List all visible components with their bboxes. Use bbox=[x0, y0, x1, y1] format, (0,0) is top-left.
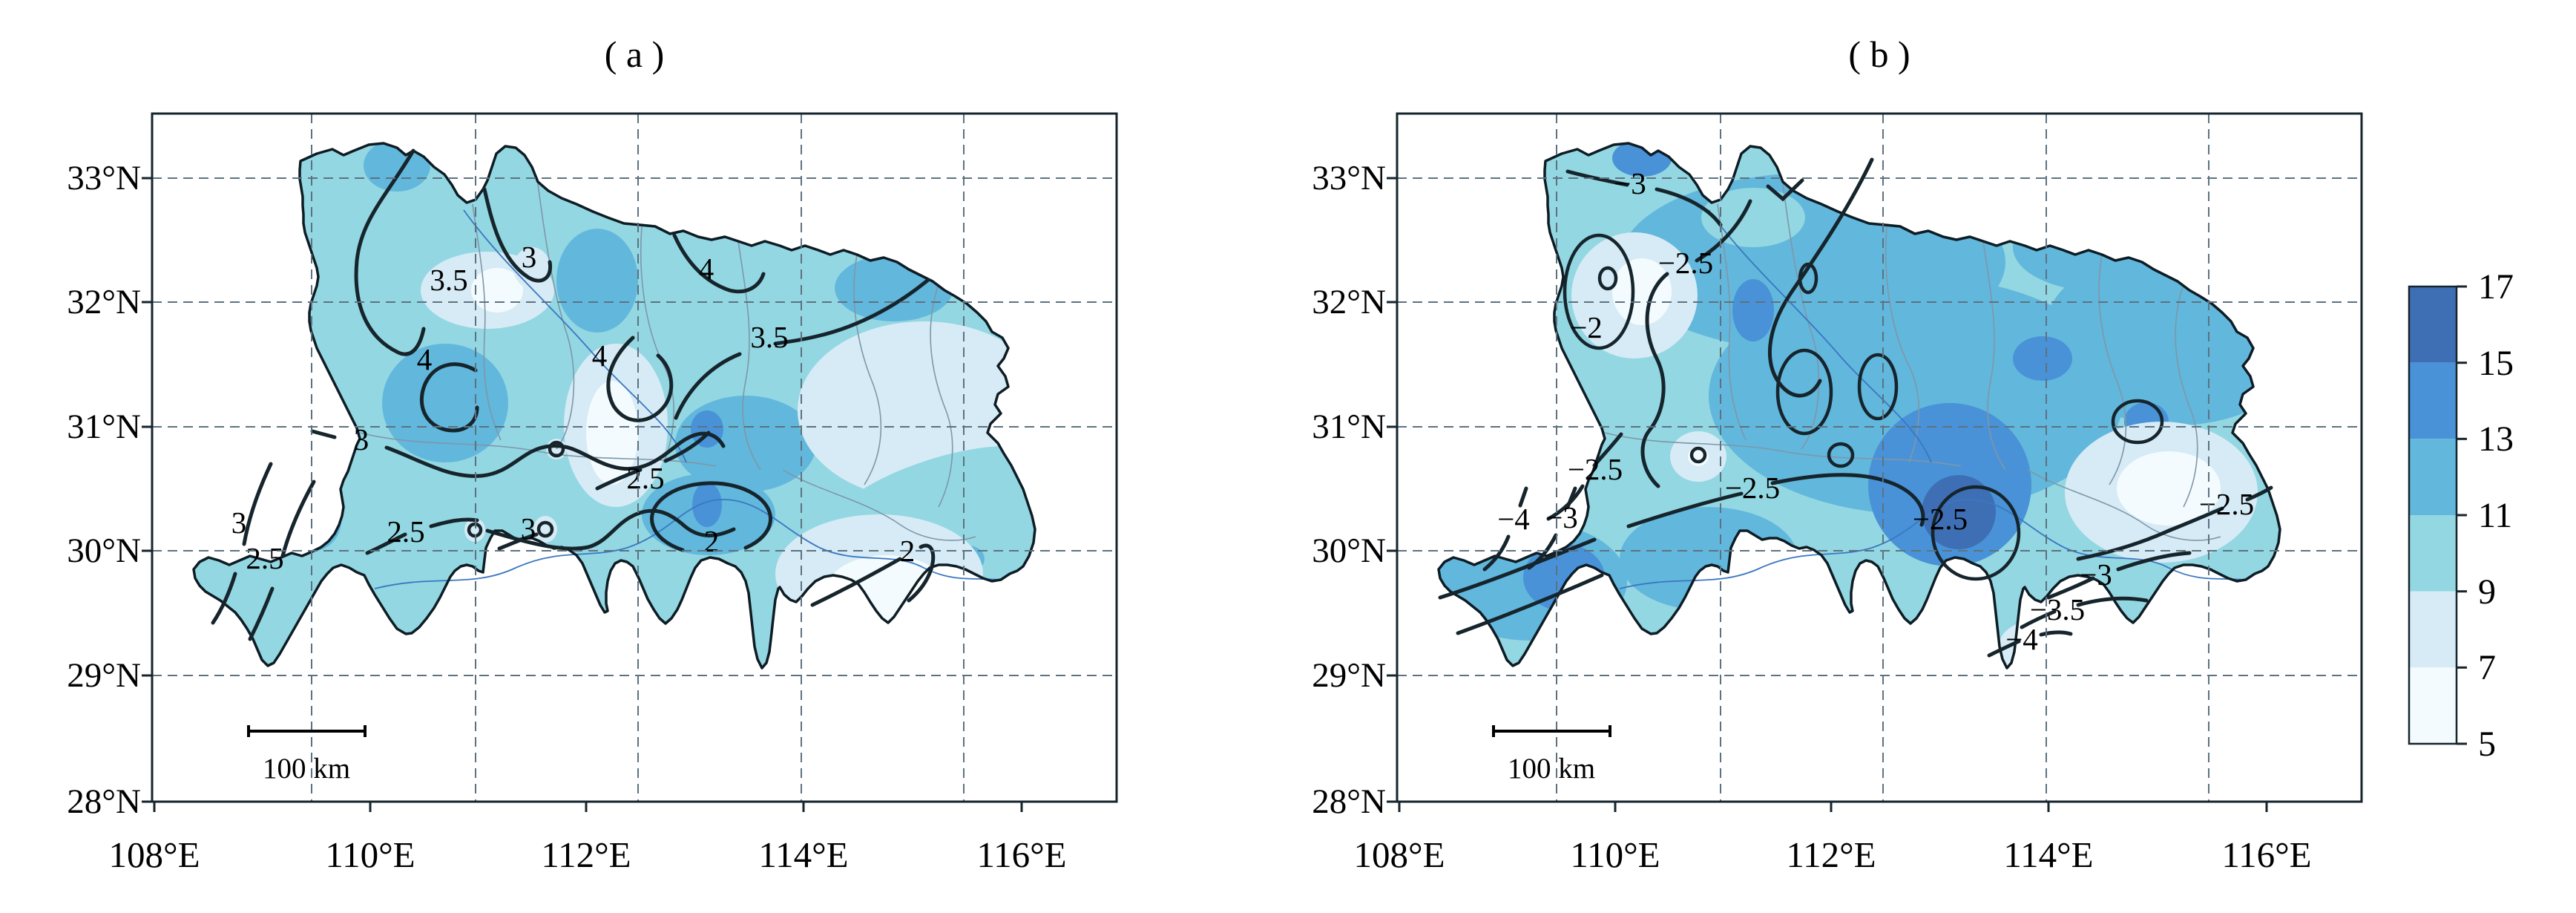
y-tick-label: 29°N bbox=[1312, 656, 1386, 695]
contour-label: 2.5 bbox=[387, 514, 424, 549]
contour-label: −2.5 bbox=[2199, 487, 2254, 521]
x-tick-label: 112°E bbox=[1786, 834, 1876, 875]
contour-label: 2.5 bbox=[626, 461, 664, 495]
y-tick-label: 31°N bbox=[1312, 408, 1386, 446]
contour-label: 3 bbox=[521, 511, 536, 546]
panel-b-ticks bbox=[1387, 177, 2268, 812]
panel-a-frame bbox=[151, 112, 1118, 803]
panel-a-contour-labels: 3.5 3 4 3.5 4 4 3 2.5 3 2.5 2.5 3 2 2 bbox=[231, 240, 916, 575]
panel-a: 3.5 3 4 3.5 4 4 3 2.5 3 2.5 2.5 3 2 2 bbox=[142, 112, 1118, 812]
panel-a-grid bbox=[152, 114, 1117, 802]
panel-b-title: ( b ) bbox=[1848, 33, 1910, 75]
colorbar-tick-label: 5 bbox=[2478, 724, 2496, 764]
contour-label: −3 bbox=[1614, 166, 1646, 200]
colorbar-tick-label: 17 bbox=[2478, 267, 2514, 307]
x-tick-label: 114°E bbox=[2003, 834, 2093, 875]
colorbar: 17 15 13 11 9 7 5 bbox=[2408, 267, 2514, 764]
y-tick-label: 32°N bbox=[67, 283, 141, 321]
panel-a-shading bbox=[194, 143, 1035, 668]
y-tick-label: 28°N bbox=[1312, 782, 1386, 821]
contour-label: −2 bbox=[1570, 310, 1603, 344]
panel-b-frame bbox=[1396, 112, 2363, 803]
contour-label: −2.5 bbox=[1568, 452, 1623, 486]
panel-b-contours bbox=[1438, 157, 2273, 658]
x-tick-label: 114°E bbox=[758, 834, 848, 875]
y-tick-label: 33°N bbox=[1312, 159, 1386, 197]
contour-label: 2 bbox=[704, 524, 720, 558]
scalebar-label: 100 km bbox=[1508, 753, 1595, 785]
x-tick-label: 112°E bbox=[541, 834, 631, 875]
contour-label: −3 bbox=[1545, 500, 1578, 534]
y-tick-label: 30°N bbox=[67, 531, 141, 570]
panel-a-axis-labels: 33°N 32°N 31°N 30°N 29°N 28°N 108°E 110°… bbox=[67, 159, 1066, 875]
panel-a-title: ( a ) bbox=[605, 33, 665, 75]
x-tick-label: 116°E bbox=[2221, 834, 2311, 875]
colorbar-ticks bbox=[2457, 285, 2467, 745]
colorbar-tick-label: 13 bbox=[2478, 419, 2514, 459]
colorbar-tick-label: 9 bbox=[2478, 572, 2496, 612]
x-tick-label: 116°E bbox=[976, 834, 1066, 875]
panel-a-scalebar: 100 km bbox=[247, 725, 367, 785]
colorbar-tick-label: 7 bbox=[2478, 648, 2496, 687]
colorbar-tick-label: 11 bbox=[2478, 496, 2512, 535]
x-tick-label: 108°E bbox=[1353, 834, 1445, 875]
contour-label: 3.5 bbox=[750, 320, 788, 354]
contour-label: −3.5 bbox=[2030, 592, 2085, 626]
panel-b-shading bbox=[1439, 143, 2280, 668]
y-tick-label: 30°N bbox=[1312, 531, 1386, 570]
panel-b-scalebar: 100 km bbox=[1492, 725, 1611, 785]
y-tick-label: 33°N bbox=[67, 159, 141, 197]
panel-a-ticks bbox=[142, 177, 1023, 812]
contour-label: −2.5 bbox=[1913, 502, 1968, 536]
contour-label: 3 bbox=[354, 422, 369, 456]
contour-label: 3 bbox=[522, 240, 537, 274]
contour-label: 4 bbox=[417, 342, 433, 376]
y-tick-label: 29°N bbox=[67, 656, 141, 695]
panel-b: −3 −2.5 −2 −2.5 −4 −3 −2.5 −2.5 −2.5 −3 … bbox=[1387, 112, 2363, 812]
y-tick-label: 28°N bbox=[67, 782, 141, 821]
contour-label: −4 bbox=[1497, 502, 1530, 536]
contour-label: 4 bbox=[699, 252, 714, 286]
x-tick-label: 110°E bbox=[325, 834, 415, 875]
contour-label: −4 bbox=[2005, 622, 2038, 656]
colorbar-tick-label: 15 bbox=[2478, 344, 2514, 383]
contour-label: −3 bbox=[2080, 557, 2112, 592]
contour-label: −2.5 bbox=[1658, 246, 1713, 280]
scalebar-label: 100 km bbox=[263, 753, 350, 785]
contour-label: 3 bbox=[231, 505, 247, 540]
x-tick-label: 110°E bbox=[1570, 834, 1660, 875]
contour-label: 3.5 bbox=[430, 263, 467, 297]
y-tick-label: 31°N bbox=[67, 408, 141, 446]
y-tick-label: 32°N bbox=[1312, 283, 1386, 321]
contour-label: 4 bbox=[592, 338, 608, 373]
x-tick-label: 108°E bbox=[108, 834, 200, 875]
panel-a-contours bbox=[211, 148, 936, 641]
panel-b-axis-labels: 33°N 32°N 31°N 30°N 29°N 28°N 108°E 110°… bbox=[1312, 159, 2311, 875]
contour-label: 2.5 bbox=[246, 541, 283, 575]
panel-b-grid bbox=[1397, 114, 2362, 802]
contour-label: −2.5 bbox=[1725, 471, 1780, 505]
